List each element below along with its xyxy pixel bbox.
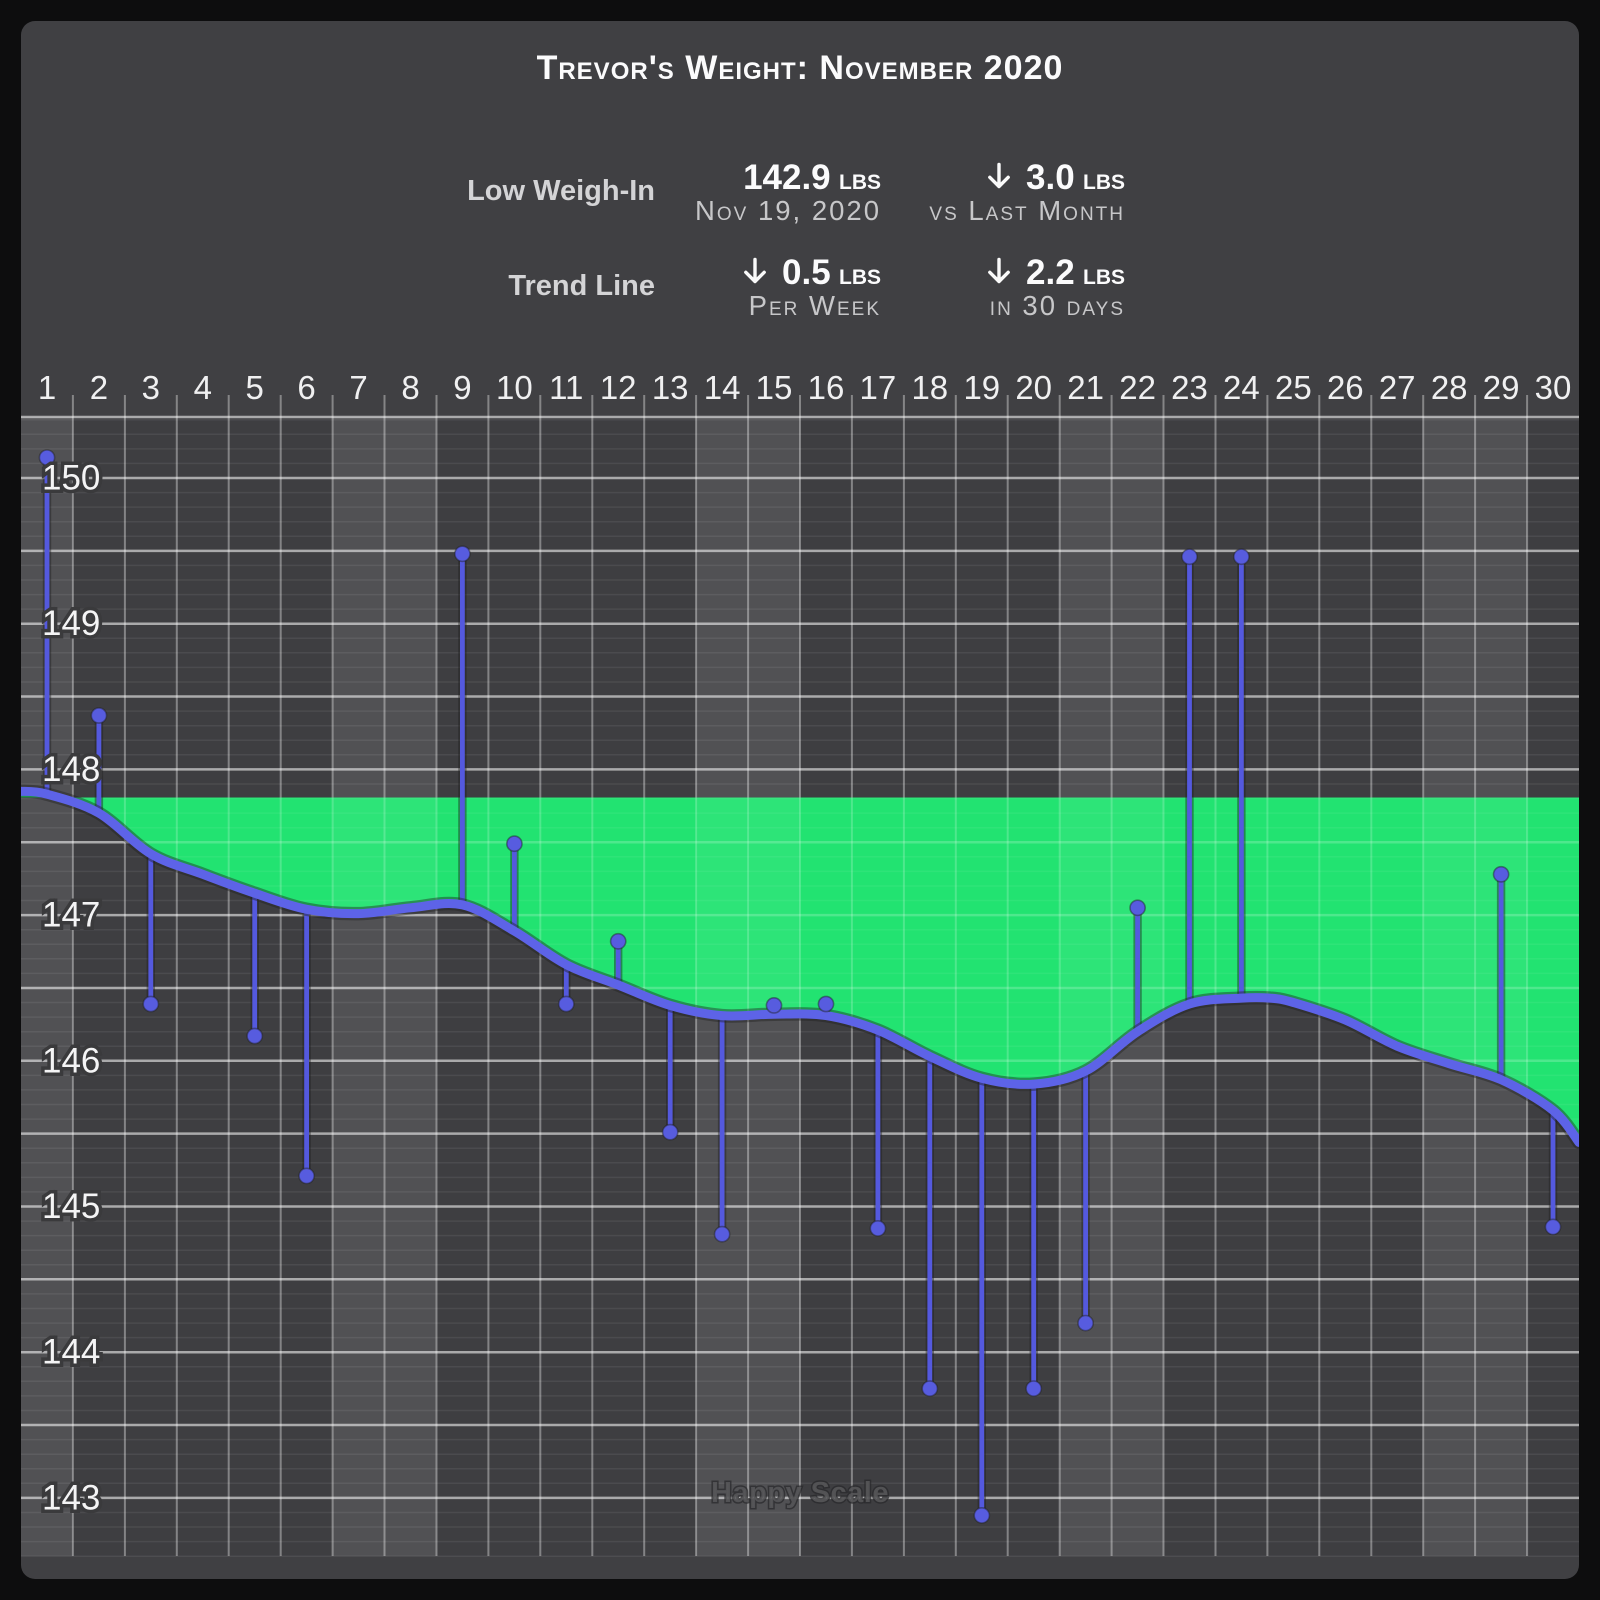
svg-text:in 30 days: in 30 days [990, 290, 1125, 321]
svg-text:Trend Line: Trend Line [508, 270, 655, 302]
svg-text:Per Week: Per Week [749, 290, 881, 321]
svg-text:146: 146 [42, 1041, 100, 1080]
svg-text:Nov 19, 2020: Nov 19, 2020 [695, 195, 881, 226]
svg-text:Happy Scale: Happy Scale [711, 1477, 889, 1509]
svg-text:12: 12 [600, 369, 637, 406]
svg-text:14: 14 [704, 369, 741, 406]
svg-text:30: 30 [1535, 369, 1572, 406]
svg-text:5: 5 [246, 369, 264, 406]
svg-text:6: 6 [297, 369, 315, 406]
svg-text:Low Weigh-In: Low Weigh-In [467, 175, 655, 207]
svg-text:18: 18 [911, 369, 948, 406]
svg-text:2: 2 [90, 369, 108, 406]
svg-text:15: 15 [756, 369, 793, 406]
svg-text:8: 8 [401, 369, 419, 406]
svg-text:142.9 lbs: 142.9 lbs [743, 158, 881, 197]
svg-text:7: 7 [349, 369, 367, 406]
svg-text:19: 19 [963, 369, 1000, 406]
svg-text:147: 147 [42, 896, 100, 935]
svg-text:4: 4 [194, 369, 212, 406]
svg-text:13: 13 [652, 369, 689, 406]
svg-text:145: 145 [42, 1187, 100, 1226]
svg-text:10: 10 [496, 369, 533, 406]
svg-text:Trevor's Weight: November 2020: Trevor's Weight: November 2020 [537, 49, 1064, 87]
svg-text:1: 1 [38, 369, 56, 406]
svg-text:144: 144 [42, 1333, 100, 1372]
svg-text:24: 24 [1223, 369, 1260, 406]
svg-text:11: 11 [549, 369, 583, 406]
svg-text:20: 20 [1015, 369, 1052, 406]
svg-text:9: 9 [453, 369, 471, 406]
svg-text:3: 3 [142, 369, 160, 406]
svg-text:148: 148 [42, 750, 100, 789]
svg-text:28: 28 [1431, 369, 1468, 406]
svg-text:vs Last Month: vs Last Month [929, 195, 1125, 226]
svg-text:150: 150 [42, 459, 100, 498]
svg-text:0.5 lbs: 0.5 lbs [782, 253, 881, 292]
svg-text:16: 16 [808, 369, 845, 406]
svg-text:23: 23 [1171, 369, 1208, 406]
svg-text:22: 22 [1119, 369, 1156, 406]
svg-text:17: 17 [860, 369, 897, 406]
svg-text:3.0 lbs: 3.0 lbs [1026, 158, 1125, 197]
svg-text:21: 21 [1067, 369, 1104, 406]
svg-text:25: 25 [1275, 369, 1312, 406]
svg-text:149: 149 [42, 604, 100, 643]
svg-text:26: 26 [1327, 369, 1364, 406]
svg-text:27: 27 [1379, 369, 1416, 406]
svg-text:143: 143 [42, 1478, 100, 1517]
svg-text:29: 29 [1483, 369, 1520, 406]
svg-text:2.2 lbs: 2.2 lbs [1026, 253, 1125, 292]
